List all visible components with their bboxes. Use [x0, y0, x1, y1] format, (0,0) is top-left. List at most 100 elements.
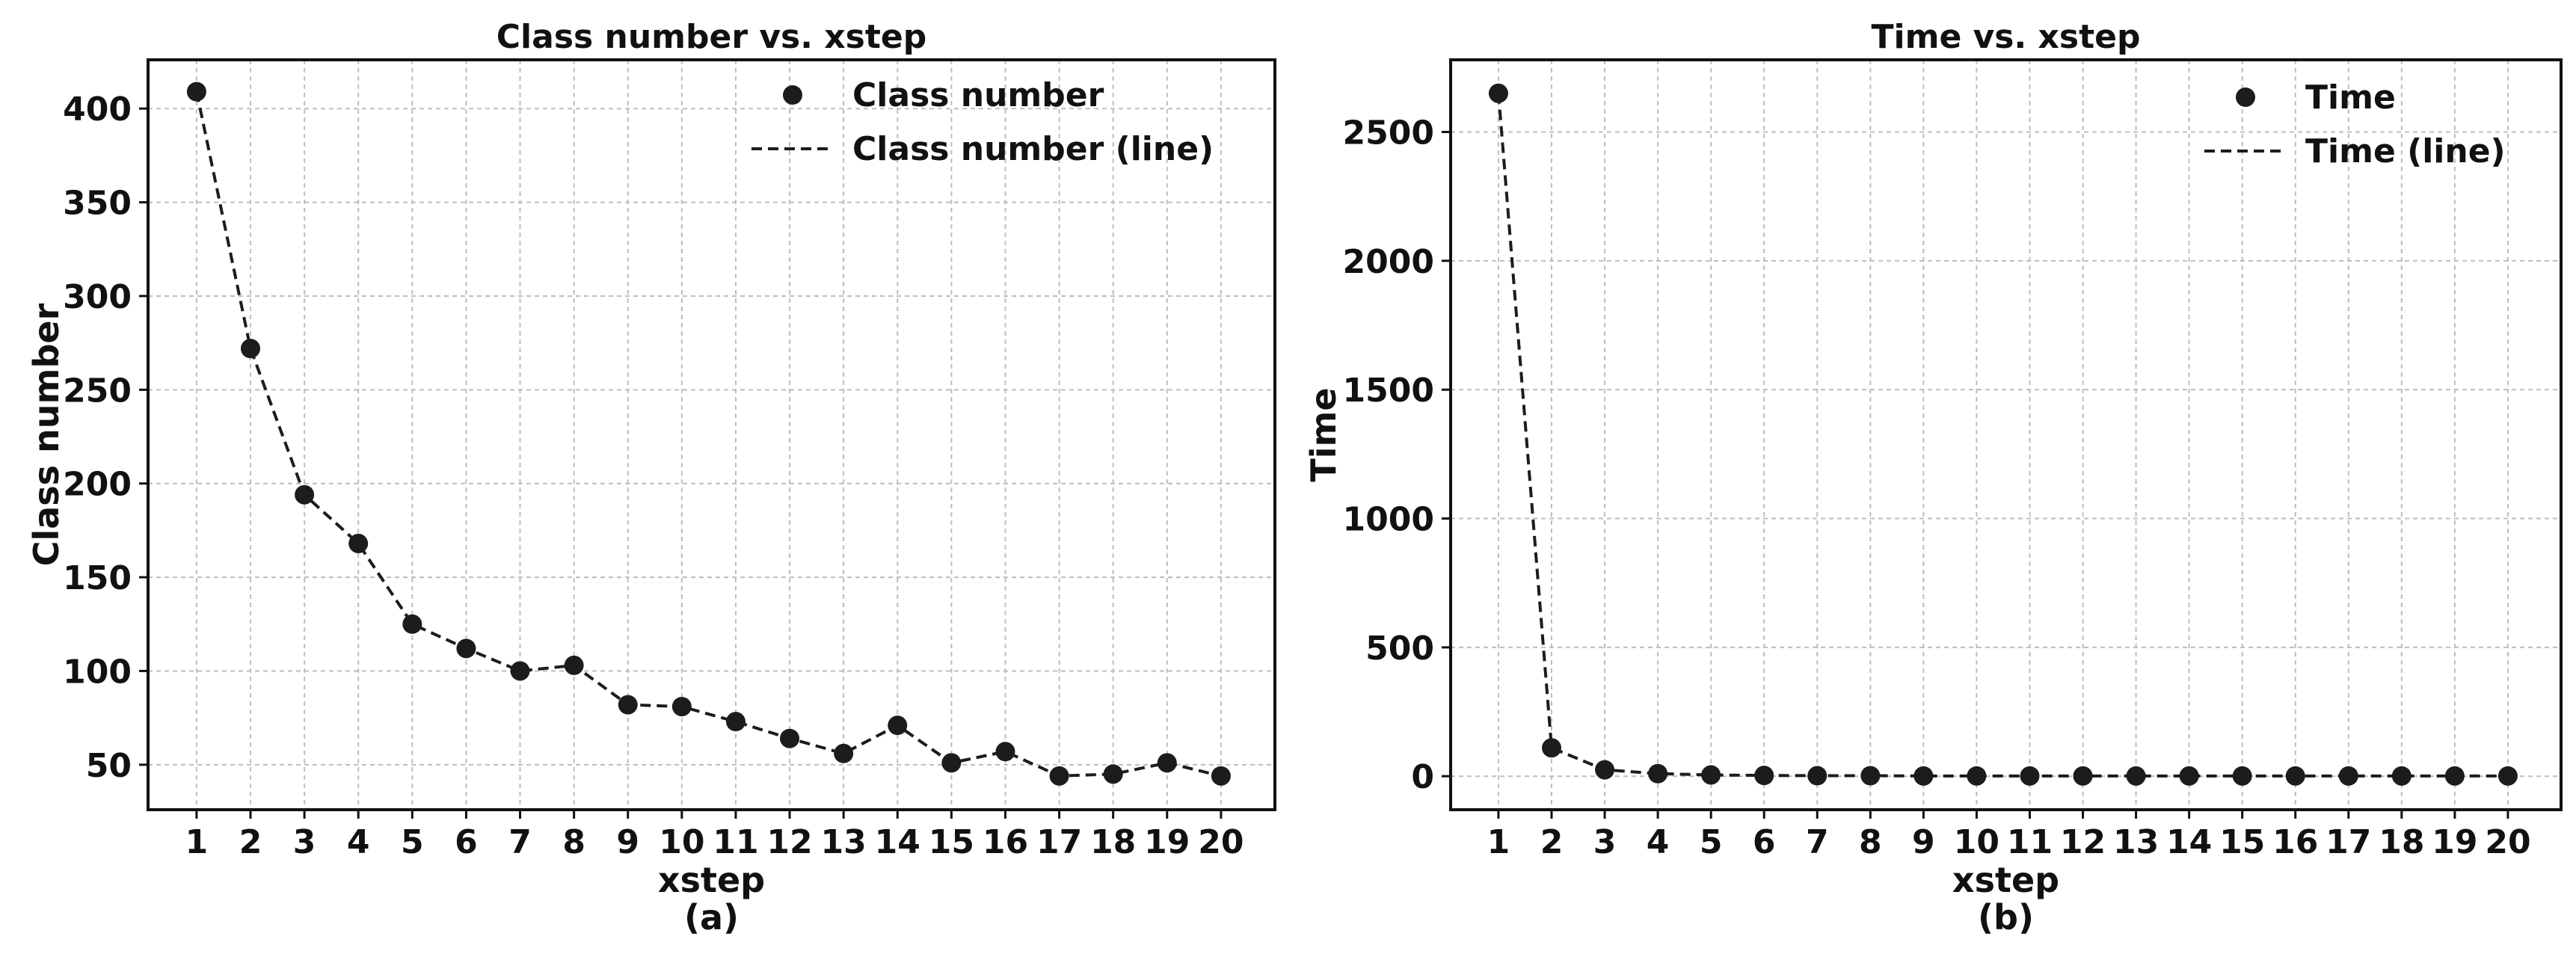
- x-tick-label: 3: [293, 823, 316, 861]
- legend-marker: [2236, 87, 2255, 107]
- data-point: [780, 728, 800, 748]
- y-tick-label: 250: [63, 372, 132, 410]
- x-tick-label: 9: [616, 823, 639, 861]
- series-line: [194, 91, 1222, 778]
- x-tick-label: 15: [929, 823, 974, 861]
- x-tick-label: 16: [983, 823, 1028, 861]
- plot-frame: [1449, 58, 2563, 811]
- data-point: [186, 81, 206, 102]
- data-point: [1103, 764, 1123, 784]
- x-tick-label: 14: [875, 823, 920, 861]
- x-tick-label: 2: [1540, 823, 1564, 861]
- legend-line-label: Time (line): [2305, 132, 2506, 170]
- y-tick-label: 2500: [1343, 114, 1434, 153]
- data-point: [402, 614, 422, 634]
- x-tick-label: 17: [1036, 823, 1082, 861]
- data-point: [1913, 766, 1934, 786]
- chart-panel-b: 1 2 3 4 5 6 7 8 9 10 11 12 13 14 15 16 17 18 19 20050010001…: [1303, 18, 2563, 938]
- data-point: [1488, 83, 1508, 103]
- x-tick-label: 14: [2166, 823, 2212, 861]
- x-tick-label: 17: [2326, 823, 2371, 861]
- x-tick-label: 4: [1647, 823, 1670, 861]
- x-tick-label: 18: [2379, 823, 2424, 861]
- x-tick-label: 16: [2272, 823, 2318, 861]
- x-tick-label: 4: [347, 823, 370, 861]
- x-axis-label: xstep: [1952, 860, 2059, 900]
- x-tick-label: 7: [1806, 823, 1829, 861]
- data-point: [1807, 766, 1828, 786]
- x-tick-label: 20: [1198, 823, 1244, 861]
- data-point: [671, 697, 692, 717]
- data-point: [1211, 766, 1231, 786]
- data-point: [456, 638, 476, 659]
- data-point: [564, 655, 584, 675]
- y-tick-label: 300: [63, 278, 132, 316]
- y-tick-label: 1500: [1343, 372, 1434, 410]
- data-point: [1648, 763, 1668, 784]
- x-tick-label: 12: [766, 823, 812, 861]
- data-point: [834, 743, 854, 763]
- data-point: [2179, 766, 2199, 786]
- x-tick-label: 5: [401, 823, 424, 861]
- x-tick-label: 20: [2485, 823, 2530, 861]
- x-tick-label: 9: [1912, 823, 1935, 861]
- legend-label: Class number: [852, 76, 1104, 114]
- data-point: [618, 695, 638, 715]
- legend: Time Time (line): [2204, 79, 2506, 170]
- y-tick-label: 350: [63, 185, 132, 223]
- x-tick-label: 1: [185, 823, 209, 861]
- y-tick-label: 200: [63, 466, 132, 504]
- data-point: [2285, 766, 2305, 786]
- data-point: [241, 339, 260, 359]
- x-tick-label: 5: [1700, 823, 1723, 861]
- y-tick-label: 500: [1365, 630, 1434, 668]
- x-tick-label: 13: [821, 823, 867, 861]
- chart-title: Time vs. xstep: [1872, 18, 2141, 56]
- data-point: [2020, 766, 2040, 786]
- chart-panel-a: 1 2 3 4 5 6 7 8 9 10 11 12 13 14 15 16 17 18 19 20501001502…: [26, 18, 1276, 938]
- legend-line-label: Class number (line): [852, 130, 1214, 168]
- y-tick-label: 150: [63, 559, 132, 597]
- x-tick-label: 10: [659, 823, 704, 861]
- data-point: [888, 716, 908, 736]
- data-point: [2338, 766, 2358, 786]
- y-tick-label: 100: [63, 653, 132, 691]
- data-point: [2444, 766, 2465, 786]
- y-axis-label: Time: [1303, 387, 1344, 481]
- plot-frame: [147, 58, 1276, 811]
- data-point: [2497, 766, 2518, 786]
- x-tick-label: 19: [2432, 823, 2477, 861]
- x-tick-label: 13: [2113, 823, 2159, 861]
- x-tick-label: 11: [713, 823, 758, 861]
- data-point: [1701, 765, 1721, 785]
- x-tick-label: 12: [2060, 823, 2106, 861]
- grid: [148, 60, 1275, 810]
- data-point: [2126, 766, 2146, 786]
- y-tick-label: 1000: [1343, 501, 1434, 539]
- data-point: [725, 712, 746, 732]
- x-tick-label: 10: [1954, 823, 1999, 861]
- data-point: [1860, 766, 1881, 786]
- data-point: [1542, 738, 1561, 758]
- x-tick-label: 6: [455, 823, 478, 861]
- x-tick-label: 2: [239, 823, 262, 861]
- x-tick-label: 8: [562, 823, 585, 861]
- data-point: [995, 742, 1015, 762]
- data-point: [2232, 766, 2252, 786]
- x-tick-label: 11: [2007, 823, 2053, 861]
- data-point: [941, 753, 962, 773]
- legend: Class number Class number (line): [751, 76, 1214, 168]
- series-line: [1496, 93, 2508, 778]
- panel-caption: (a): [684, 897, 739, 938]
- x-tick-label: 1: [1487, 823, 1510, 861]
- panel-caption: (b): [1978, 897, 2034, 938]
- y-tick-label: 50: [86, 747, 132, 785]
- x-tick-label: 7: [508, 823, 532, 861]
- data-point: [1049, 766, 1069, 786]
- legend-marker: [783, 85, 802, 105]
- x-tick-label: 8: [1859, 823, 1882, 861]
- x-axis-label: xstep: [658, 860, 765, 900]
- data-point: [1595, 760, 1615, 780]
- data-point: [1754, 766, 1774, 786]
- data-point: [2391, 766, 2411, 786]
